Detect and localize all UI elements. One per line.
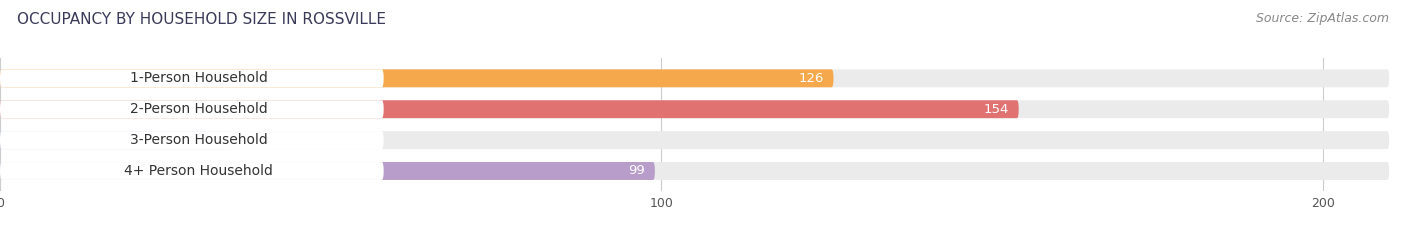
- Text: 4+ Person Household: 4+ Person Household: [124, 164, 273, 178]
- Text: 2-Person Household: 2-Person Household: [129, 102, 267, 116]
- FancyBboxPatch shape: [0, 131, 1389, 149]
- FancyBboxPatch shape: [0, 131, 232, 149]
- FancyBboxPatch shape: [0, 100, 384, 118]
- FancyBboxPatch shape: [0, 69, 834, 87]
- Text: 126: 126: [799, 72, 824, 85]
- Text: 35: 35: [205, 134, 222, 147]
- FancyBboxPatch shape: [0, 162, 384, 180]
- Text: 3-Person Household: 3-Person Household: [129, 133, 267, 147]
- Text: 154: 154: [983, 103, 1008, 116]
- FancyBboxPatch shape: [0, 100, 1389, 118]
- FancyBboxPatch shape: [0, 100, 1019, 118]
- Text: 1-Person Household: 1-Person Household: [129, 71, 267, 85]
- FancyBboxPatch shape: [0, 131, 384, 149]
- FancyBboxPatch shape: [0, 162, 655, 180]
- FancyBboxPatch shape: [0, 69, 1389, 87]
- FancyBboxPatch shape: [0, 69, 384, 87]
- FancyBboxPatch shape: [0, 162, 1389, 180]
- Text: Source: ZipAtlas.com: Source: ZipAtlas.com: [1256, 12, 1389, 25]
- Text: 99: 99: [628, 164, 645, 178]
- Text: OCCUPANCY BY HOUSEHOLD SIZE IN ROSSVILLE: OCCUPANCY BY HOUSEHOLD SIZE IN ROSSVILLE: [17, 12, 385, 27]
